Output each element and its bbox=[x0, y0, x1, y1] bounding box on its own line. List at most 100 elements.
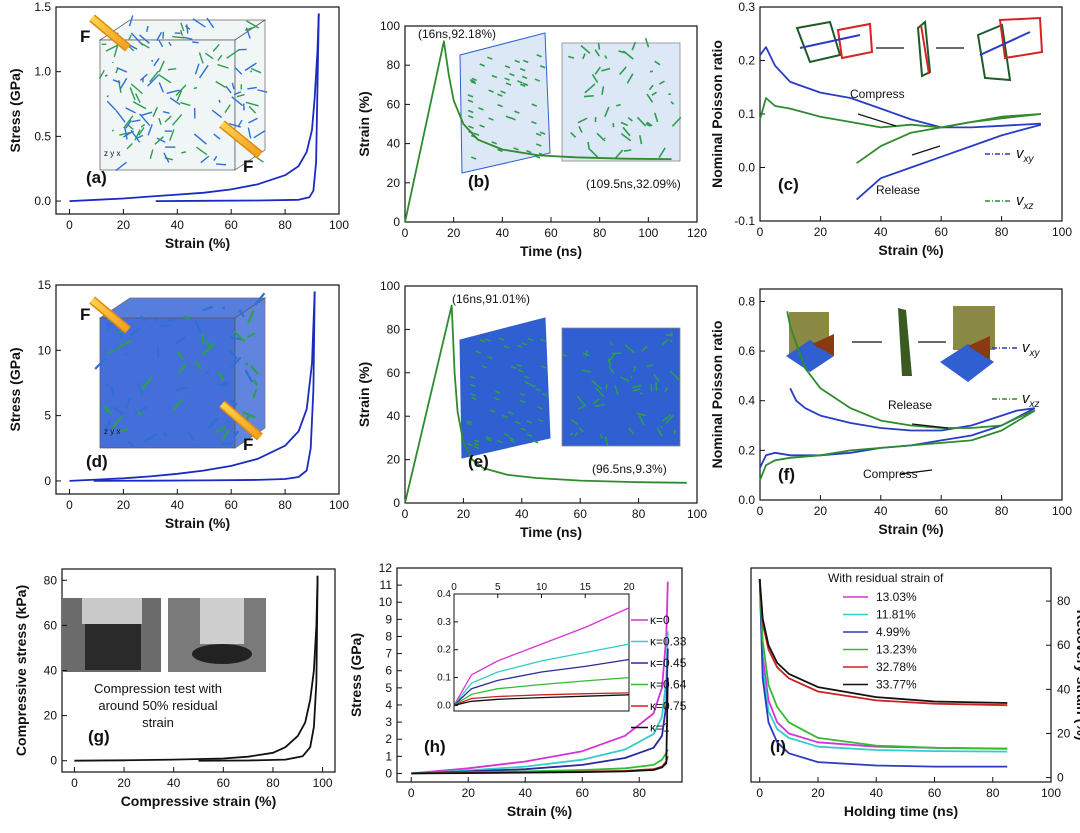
legend-title: With residual strain of bbox=[828, 571, 944, 585]
legend-label: vxz bbox=[1016, 192, 1034, 212]
caption-line: around 50% residual bbox=[98, 698, 217, 713]
y-tick-label: 0.2 bbox=[738, 54, 755, 68]
panel-e: 0 20 40 60 80 100 0 20 40 60 80 100 Time (ns) Strain … bbox=[356, 279, 707, 540]
legend-label: 13.03% bbox=[876, 590, 917, 604]
x-tick-label: 0 bbox=[402, 507, 409, 521]
legend-label: 13.23% bbox=[876, 643, 917, 657]
panel-a: 0 20 40 60 80 100 0.0 0.5 1.0 1.5 Strain (%) Stress… bbox=[7, 0, 349, 251]
y-tick-label: 60 bbox=[387, 97, 401, 111]
x-tick-label: 20 bbox=[457, 507, 471, 521]
x-tick-label: 60 bbox=[935, 225, 949, 239]
series-line--0 bbox=[411, 581, 669, 775]
x-tick-label: 60 bbox=[544, 226, 558, 240]
x-tick-label: 40 bbox=[171, 498, 185, 512]
x-tick-label: 0 bbox=[402, 226, 409, 240]
y-tick-label: 40 bbox=[387, 409, 401, 423]
y-tick-label: 4 bbox=[385, 698, 392, 712]
force-label: F bbox=[80, 27, 90, 46]
y-tick-label: 60 bbox=[44, 618, 58, 632]
inset-y-tick-label: 0.4 bbox=[437, 589, 451, 600]
y-tick-label: 80 bbox=[44, 573, 58, 587]
x-axis-label: Time (ns) bbox=[520, 243, 582, 259]
x-axis-label: Strain (%) bbox=[507, 803, 572, 819]
panel-g: 0 20 40 60 80 100 0 20 40 60 80 Compressive strain … bbox=[13, 568, 336, 809]
inset-y-tick-label: 0.0 bbox=[437, 700, 451, 711]
x-tick-label: 0 bbox=[66, 498, 73, 512]
inset-series-line bbox=[453, 658, 630, 706]
y-tick-label: 10 bbox=[38, 343, 52, 357]
y-tick-label: 40 bbox=[44, 664, 58, 678]
x-tick-label: 100 bbox=[329, 218, 349, 232]
y-tick-label: 0 bbox=[393, 215, 400, 229]
x-tick-label: 40 bbox=[496, 226, 510, 240]
y-tick-label: 3 bbox=[385, 715, 392, 729]
legend-label: κ=1 bbox=[650, 721, 670, 735]
peak-annotation: (16ns,91.01%) bbox=[452, 292, 530, 306]
x-tick-label: 20 bbox=[117, 498, 131, 512]
y-tick-label: 0.5 bbox=[34, 129, 51, 143]
x-tick-label: 20 bbox=[117, 218, 131, 232]
plot-frame bbox=[759, 288, 1063, 501]
series-line-11-81- bbox=[758, 578, 1008, 753]
deformation-inset-image bbox=[795, 16, 1044, 82]
recovered-cube-image bbox=[561, 327, 681, 447]
inset-x-tick-label: 5 bbox=[495, 582, 501, 593]
y-tick-label: 80 bbox=[387, 58, 401, 72]
y-tick-label: 20 bbox=[387, 453, 401, 467]
x-tick-label: 100 bbox=[1052, 225, 1072, 239]
x-tick-label: 60 bbox=[225, 498, 239, 512]
y-tick-label: 100 bbox=[380, 19, 400, 33]
series-line-v-xz-release bbox=[856, 113, 1041, 164]
y-axis-label: Nominal Poisson ratio bbox=[709, 321, 725, 469]
x-axis-label: Holding time (ns) bbox=[844, 803, 958, 819]
axis-triad-label: z y x bbox=[104, 427, 120, 436]
x-tick-label: 120 bbox=[687, 226, 707, 240]
series-line--0-45 bbox=[411, 648, 669, 775]
x-tick-label: 0 bbox=[71, 776, 78, 790]
x-axis-label: Strain (%) bbox=[878, 521, 943, 537]
network-cube-image bbox=[89, 292, 267, 449]
deformation-inset-image bbox=[786, 306, 995, 382]
y-tick-label: 0.4 bbox=[738, 394, 755, 408]
panel-label: (f) bbox=[778, 465, 795, 484]
compressed-slab-image bbox=[459, 32, 551, 174]
x-axis-label: Time (ns) bbox=[520, 524, 582, 540]
x-tick-label: 100 bbox=[313, 776, 333, 790]
y-axis-label: Stress (GPa) bbox=[7, 347, 23, 431]
series-line-33-77- bbox=[758, 578, 1008, 704]
inset-series-line bbox=[453, 643, 630, 706]
plot-frame bbox=[55, 6, 340, 215]
y-tick-label: 2 bbox=[385, 732, 392, 746]
inset-x-tick-label: 10 bbox=[536, 582, 548, 593]
release-arrow bbox=[911, 423, 949, 429]
inset-series-line bbox=[453, 692, 630, 707]
x-tick-label: 0 bbox=[408, 786, 415, 800]
x-tick-label: 40 bbox=[519, 786, 533, 800]
x-tick-label: 20 bbox=[811, 786, 825, 800]
y-axis-label: Nominal Poisson ratio bbox=[709, 40, 725, 188]
x-tick-label: 0 bbox=[757, 504, 764, 518]
axis-triad-label: z y x bbox=[104, 149, 120, 158]
legend-label: 4.99% bbox=[876, 625, 910, 639]
compress-arrow bbox=[857, 113, 897, 127]
legend-label: 33.77% bbox=[876, 678, 917, 692]
y-tick-label: 11 bbox=[380, 578, 393, 592]
legend-label: κ=0 bbox=[650, 613, 670, 627]
series-line-13-23- bbox=[758, 578, 1008, 750]
x-tick-label: 40 bbox=[167, 776, 181, 790]
end-annotation: (96.5ns,9.3%) bbox=[592, 462, 667, 476]
y-tick-label: 0 bbox=[44, 474, 51, 488]
panel-d: 0 20 40 60 80 100 0 5 10 15 Strain (%) Stress (GPa)… bbox=[7, 278, 349, 531]
y-axis-label: Compressive stress (kPa) bbox=[13, 585, 29, 756]
series-line-v-xy-release bbox=[789, 387, 1035, 432]
plot-frame bbox=[396, 567, 683, 783]
plot-frame bbox=[404, 285, 698, 504]
y-axis-label: Stress (GPa) bbox=[7, 68, 23, 152]
x-tick-label: 40 bbox=[515, 507, 529, 521]
inset-y-tick-label: 0.1 bbox=[437, 673, 451, 684]
series-line-v-xz-compress bbox=[759, 97, 1041, 129]
series-line--0-33 bbox=[411, 631, 669, 775]
y-tick-label: 40 bbox=[1057, 682, 1071, 696]
